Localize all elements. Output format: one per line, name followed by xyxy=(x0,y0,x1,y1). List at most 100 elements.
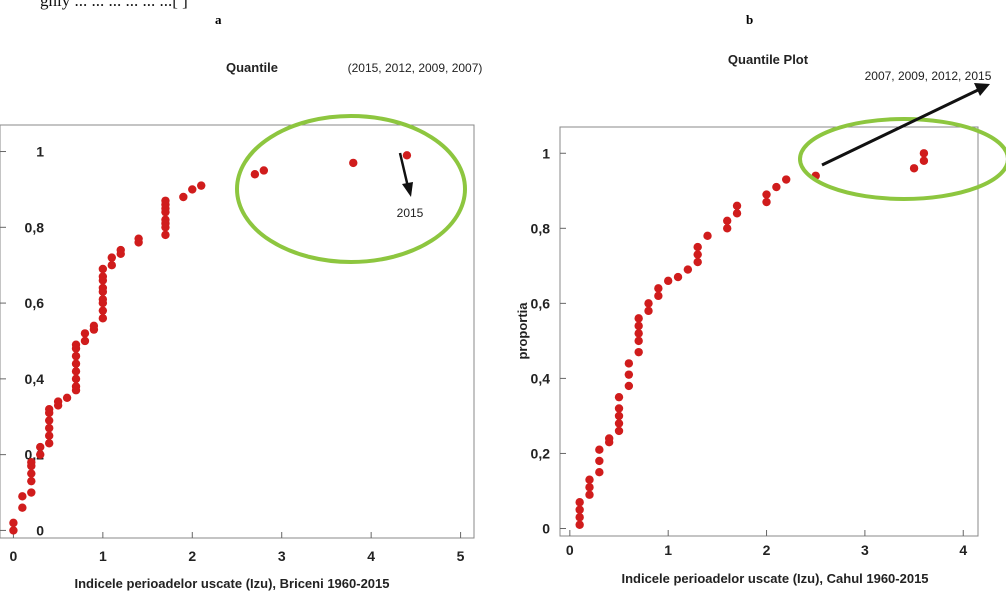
y-tick-label: 0,2 xyxy=(531,445,551,461)
data-point xyxy=(402,151,412,160)
data-point xyxy=(614,392,624,402)
data-point xyxy=(71,367,81,376)
y-ticks: 00,20,40,60,81 xyxy=(0,144,45,538)
x-tick-label: 5 xyxy=(457,548,465,564)
data-point xyxy=(197,181,206,190)
data-point xyxy=(614,419,624,428)
y-ticks: 00,20,40,60,81 xyxy=(531,145,566,536)
y-tick-label: 0 xyxy=(36,522,44,538)
data-point xyxy=(654,291,663,301)
data-point xyxy=(44,439,54,448)
data-point xyxy=(98,314,108,323)
quantile-chart-briceni: Quantile (2015, 2012, 2009, 2007) 00,20,… xyxy=(0,60,482,591)
x-tick-label: 0 xyxy=(566,542,574,558)
data-point xyxy=(9,526,18,535)
data-point xyxy=(27,469,36,478)
data-point xyxy=(71,382,81,391)
data-point xyxy=(98,272,108,281)
data-point xyxy=(654,284,663,293)
data-point xyxy=(585,475,594,484)
x-tick-label: 2 xyxy=(763,542,771,558)
data-point xyxy=(624,370,634,379)
data-point xyxy=(44,416,54,425)
y-tick-label: 0,4 xyxy=(531,370,551,386)
x-ticks: 0 1 2 3 4 5 xyxy=(10,532,465,564)
x-tick-label: 1 xyxy=(664,542,672,558)
data-point xyxy=(188,185,197,194)
x-tick-label: 2 xyxy=(188,548,196,564)
data-point xyxy=(624,359,634,368)
highlight-ellipse xyxy=(798,117,1006,201)
data-point xyxy=(71,359,81,368)
data-point xyxy=(575,505,584,514)
data-point xyxy=(614,404,624,413)
data-point xyxy=(762,197,771,207)
y-tick-label: 1 xyxy=(36,144,44,160)
data-point xyxy=(585,490,594,499)
data-point xyxy=(614,426,624,436)
data-point xyxy=(107,260,116,270)
chart-title: Quantile xyxy=(226,60,278,75)
years-annotation: 2007, 2009, 2012, 2015 xyxy=(865,69,992,83)
data-point xyxy=(9,518,18,528)
data-point xyxy=(27,458,36,467)
data-point xyxy=(80,336,90,346)
caption-fragment: ghly ... ... ... ... ... ...[ ] xyxy=(40,0,188,10)
data-point xyxy=(693,242,702,252)
data-point xyxy=(703,231,712,241)
data-point xyxy=(732,209,742,218)
data-point xyxy=(634,314,643,323)
plot-frame xyxy=(559,126,979,537)
y-axis-label: proportia xyxy=(515,302,530,360)
y-tick-label: 0,4 xyxy=(25,371,45,387)
data-point xyxy=(27,476,36,486)
data-point xyxy=(27,488,36,497)
data-point xyxy=(349,158,358,168)
data-point xyxy=(71,374,81,384)
data-point xyxy=(575,520,584,529)
data-point xyxy=(161,230,170,240)
data-point xyxy=(134,234,143,243)
data-point xyxy=(98,264,108,274)
data-point xyxy=(44,404,54,414)
data-point xyxy=(772,182,781,192)
data-point xyxy=(782,175,791,184)
data-point xyxy=(161,196,170,205)
data-point xyxy=(919,149,929,158)
data-point xyxy=(62,393,72,403)
data-point xyxy=(585,483,594,492)
panel-label-a: a xyxy=(215,12,222,27)
x-tick-label: 3 xyxy=(861,542,869,558)
x-tick-label: 4 xyxy=(959,542,967,558)
x-tick-label: 1 xyxy=(99,548,107,564)
data-point xyxy=(614,411,624,421)
data-point xyxy=(53,397,63,406)
chart-title: Quantile Plot xyxy=(728,52,809,67)
data-point xyxy=(644,299,653,308)
x-axis-label: Indicele perioadelor uscate (Izu), Cahul… xyxy=(621,571,928,586)
data-point xyxy=(575,498,584,507)
data-point xyxy=(259,166,269,175)
data-point xyxy=(595,468,604,477)
panel-label-b: b xyxy=(746,12,754,27)
data-point xyxy=(604,434,614,443)
x-tick-label: 4 xyxy=(367,548,375,564)
x-tick-label: 0 xyxy=(10,548,18,564)
data-point xyxy=(624,381,634,391)
callout-arrow xyxy=(398,152,410,188)
y-tick-label: 0,8 xyxy=(25,219,45,235)
data-point xyxy=(723,216,732,226)
quantile-chart-cahul: Quantile Plot 2007, 2009, 2012, 2015 0 0,… xyxy=(515,52,1006,586)
data-point xyxy=(634,336,643,346)
data-point xyxy=(18,492,27,501)
data-point xyxy=(644,306,653,316)
data-point xyxy=(36,442,45,452)
data-point xyxy=(683,265,693,274)
data-point xyxy=(161,215,170,224)
data-point xyxy=(71,340,81,349)
data-point xyxy=(89,321,99,331)
data-point xyxy=(116,245,125,255)
data-point xyxy=(98,306,108,315)
y-tick-label: 0,8 xyxy=(531,220,551,236)
y-tick-label: 0,6 xyxy=(531,295,551,311)
